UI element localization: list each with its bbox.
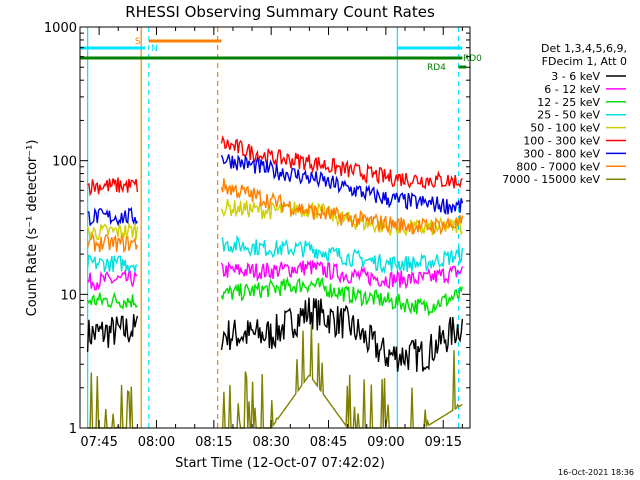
- legend-entry-label: 7000 - 15000 keV: [502, 173, 600, 186]
- series-trace: [86, 221, 139, 241]
- legend-entry-label: 300 - 800 keV: [523, 147, 600, 160]
- legend-entry-label: 100 - 300 keV: [523, 135, 600, 148]
- saa-flag-label: S: [135, 37, 141, 47]
- legend-entry-label: 25 - 50 keV: [537, 109, 600, 122]
- x-tick-label: 08:15: [195, 435, 232, 450]
- legend-entry-label: 3 - 6 keV: [551, 70, 600, 83]
- x-tick-label: 09:15: [425, 435, 462, 450]
- series-trace: [220, 259, 464, 290]
- timestamp-label: 16-Oct-2021 18:36: [558, 468, 634, 477]
- series-trace: [87, 206, 138, 227]
- series-trace: [87, 177, 139, 197]
- legend-header-line: Det 1,3,4,5,6,9,: [541, 42, 627, 55]
- series-trace: [220, 135, 463, 190]
- series-trace: [86, 291, 138, 311]
- y-tick-label: 10: [60, 288, 77, 303]
- series-trace: [87, 268, 138, 291]
- plot-frame: [79, 26, 471, 429]
- legend-entry-label: 50 - 100 keV: [530, 122, 600, 135]
- x-tick-label: 08:45: [310, 435, 347, 450]
- legend-entry-label: 800 - 7000 keV: [516, 160, 600, 173]
- y-tick-label: 100: [52, 155, 77, 170]
- rd0-flag-label: RD0: [463, 54, 482, 64]
- series-trace: [221, 234, 464, 275]
- x-tick-label: 09:00: [367, 435, 404, 450]
- x-axis-label: Start Time (12-Oct-07 07:42:02): [175, 456, 385, 471]
- x-tick-label: 08:30: [252, 435, 289, 450]
- series-trace: [220, 178, 464, 236]
- series-trace: [220, 198, 464, 237]
- legend-entry-label: 6 - 12 keV: [544, 83, 600, 96]
- series-trace: [87, 372, 138, 429]
- legend-entry-label: 12 - 25 keV: [537, 96, 600, 109]
- night-flag-label: N: [151, 44, 158, 54]
- y-tick-label: 1000: [44, 21, 77, 36]
- plot-area: NS RD0 RD4: [80, 27, 482, 429]
- series-trace: [221, 325, 463, 429]
- series-trace: [86, 233, 139, 254]
- chart-title: RHESSI Observing Summary Count Rates: [125, 3, 435, 21]
- series-trace: [86, 314, 139, 352]
- axes: 1 10 100 1000 07:45 08:00 08:15 08:30 08:45 09:00…: [44, 21, 471, 450]
- y-axis-label: Count Rate (s⁻¹ detector⁻¹): [25, 140, 40, 317]
- rd4-flag-label: RD4: [427, 63, 446, 73]
- legend: Det 1,3,4,5,6,9, FDecim 1, Att 0 3 - 6 k…: [502, 42, 627, 186]
- x-tick-label: 08:00: [138, 435, 175, 450]
- y-tick-label: 1: [69, 422, 77, 437]
- x-tick-label: 07:45: [80, 435, 117, 450]
- series-trace: [220, 154, 464, 216]
- legend-header-line: FDecim 1, Att 0: [542, 55, 627, 68]
- series-trace: [86, 254, 138, 274]
- series-trace: [220, 297, 464, 372]
- series-trace: [220, 276, 464, 317]
